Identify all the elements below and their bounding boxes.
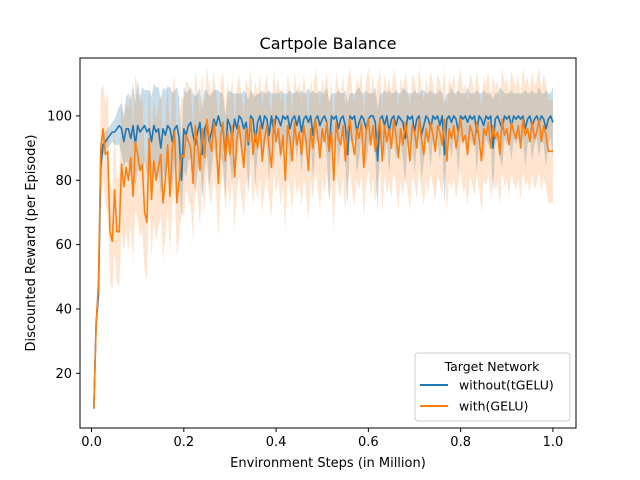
legend: Target Network without(tGELU) with(GELU) [414, 352, 571, 422]
plot-frame [79, 57, 577, 429]
y-tick-label: 60 [55, 238, 72, 253]
confidence-bands [93, 67, 553, 412]
y-tick-label: 40 [55, 302, 72, 317]
x-tick-label: 0.6 [358, 435, 379, 450]
y-tick-label: 100 [47, 109, 72, 124]
y-axis: 20 40 60 80 100 [47, 109, 80, 382]
x-tick-label: 0.8 [450, 435, 471, 450]
legend-box [414, 352, 571, 422]
legend-title: Target Network [444, 359, 541, 374]
band-without-tgelu [93, 80, 553, 412]
y-tick-label: 20 [55, 367, 72, 382]
x-tick-label: 0.0 [81, 435, 102, 450]
series-lines [93, 115, 554, 409]
band-with-gelu [93, 67, 553, 412]
series-line-with-gelu [93, 118, 553, 409]
chart-title: Cartpole Balance [260, 34, 397, 53]
y-axis-title: Discounted Reward (per Episode) [24, 135, 39, 352]
x-tick-label: 0.2 [173, 435, 194, 450]
x-axis: 0.0 0.2 0.4 0.6 0.8 1.0 [81, 428, 563, 450]
x-axis-title: Environment Steps (in Million) [230, 456, 426, 471]
x-tick-label: 0.4 [266, 435, 287, 450]
legend-label-with-gelu: with(GELU) [459, 399, 528, 414]
x-tick-label: 1.0 [543, 435, 564, 450]
y-tick-label: 80 [55, 174, 72, 189]
legend-label-without-tgelu: without(tGELU) [459, 378, 554, 393]
